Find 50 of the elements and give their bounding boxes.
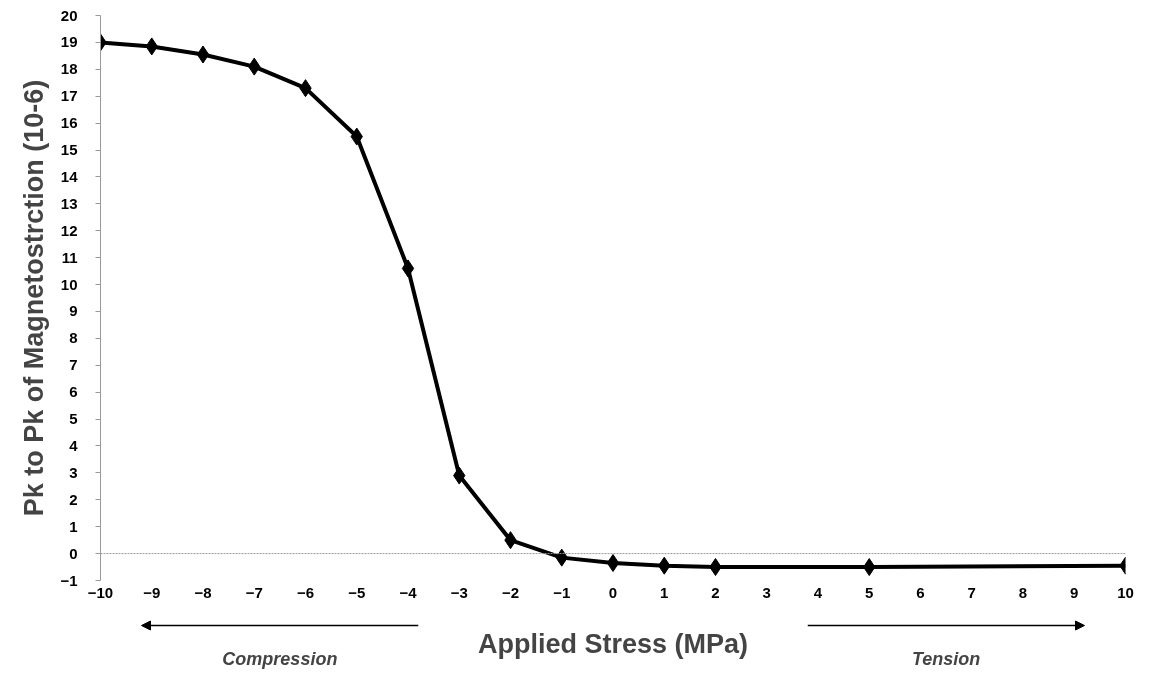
y-tick-label: 12	[60, 221, 78, 239]
y-tick-label: 15	[60, 141, 78, 159]
x-tick-label: 9	[1070, 583, 1079, 601]
y-axis-title: Pk to Pk of Magnetostrction (10-6)	[19, 79, 50, 517]
y-tick-label: 10	[60, 275, 78, 293]
point	[606, 554, 620, 573]
x-tick-label: 0	[608, 583, 618, 601]
y-tick-label: −1	[60, 571, 78, 589]
y-tick-label: 4	[69, 436, 79, 454]
y-tick-label: 3	[69, 463, 78, 481]
text: Compression	[222, 649, 338, 670]
y-tick-label: 1	[69, 517, 78, 535]
point	[196, 45, 210, 64]
x-axis-title: Applied Stress (MPa)	[477, 629, 749, 660]
y-tick-label: 14	[60, 167, 79, 185]
x-tick-label: −5	[348, 583, 366, 601]
y-tick-label: 5	[69, 410, 78, 428]
y-tick-label: 16	[60, 114, 78, 132]
y-tick-label: 20	[60, 6, 78, 24]
y-tick-label: 2	[69, 490, 78, 508]
y-tick-label: 18	[60, 60, 78, 78]
y-tick-label: 6	[69, 383, 78, 401]
x-tick-label: −2	[501, 583, 520, 601]
y-tick-label: 17	[60, 87, 78, 105]
x-tick-label: 3	[762, 583, 771, 601]
x-tick-label: 4	[813, 583, 823, 601]
y-tick-label: 13	[60, 194, 78, 212]
x-tick-label: −3	[450, 583, 468, 601]
y-tick-label: 8	[69, 329, 78, 347]
x-tick-label: 2	[711, 583, 720, 601]
text: Tension	[911, 649, 981, 670]
x-tick-label: 8	[1018, 583, 1028, 601]
x-tick-label: −6	[296, 583, 315, 601]
x-tick-label: 7	[967, 583, 976, 601]
y-tick-label: 0	[69, 544, 78, 562]
x-tick-label: −10	[87, 583, 114, 601]
point	[401, 259, 415, 278]
x-tick-label: −8	[194, 583, 212, 601]
y-tick-label: 11	[61, 248, 78, 266]
y-tick-label: 19	[60, 33, 78, 51]
x-tick-label: −4	[399, 583, 418, 601]
x-tick-label: 5	[865, 583, 874, 601]
x-tick-label: −7	[245, 583, 263, 601]
x-tick-label: 10	[1117, 583, 1134, 601]
x-tick-label: −1	[553, 583, 571, 601]
x-tick-label: −9	[143, 583, 161, 601]
y-tick-label: 9	[69, 302, 78, 320]
x-tick-label: 1	[660, 583, 669, 601]
y-tick-label: 7	[69, 356, 78, 374]
x-tick-label: 6	[916, 583, 925, 601]
